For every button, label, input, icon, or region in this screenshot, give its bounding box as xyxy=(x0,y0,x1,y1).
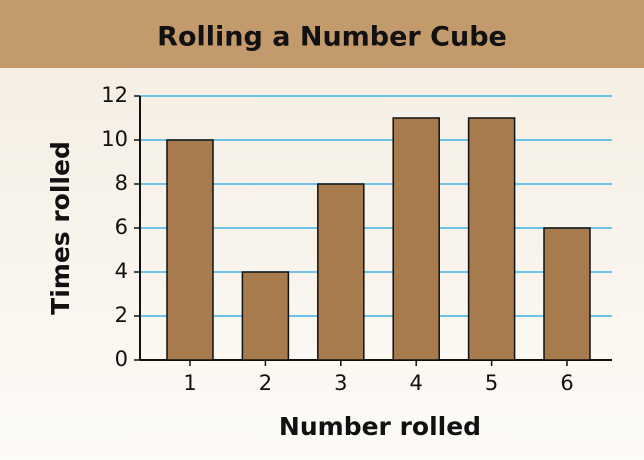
bar xyxy=(241,271,290,361)
bar xyxy=(317,183,365,361)
bar xyxy=(467,117,516,361)
y-tick-label: 6 xyxy=(115,215,128,239)
bar xyxy=(543,227,591,361)
y-axis-label: Times rolled xyxy=(46,141,75,315)
x-tick-label: 2 xyxy=(259,371,272,395)
x-axis-label: Number rolled xyxy=(279,412,481,441)
x-tick-label: 4 xyxy=(410,371,423,395)
x-tick-label: 1 xyxy=(183,371,196,395)
x-tick-label: 6 xyxy=(560,371,573,395)
chart-title: Rolling a Number Cube xyxy=(157,22,507,53)
bar xyxy=(392,117,440,361)
x-tick-label: 3 xyxy=(334,371,347,395)
title-bar xyxy=(0,0,644,68)
y-tick-label: 0 xyxy=(115,347,128,371)
y-tick-label: 12 xyxy=(101,83,128,107)
bar xyxy=(166,139,214,361)
y-tick-label: 2 xyxy=(115,303,128,327)
x-tick-label: 5 xyxy=(485,371,498,395)
y-tick-label: 10 xyxy=(101,127,128,151)
y-tick-label: 4 xyxy=(115,259,128,283)
y-tick-label: 8 xyxy=(115,171,128,195)
